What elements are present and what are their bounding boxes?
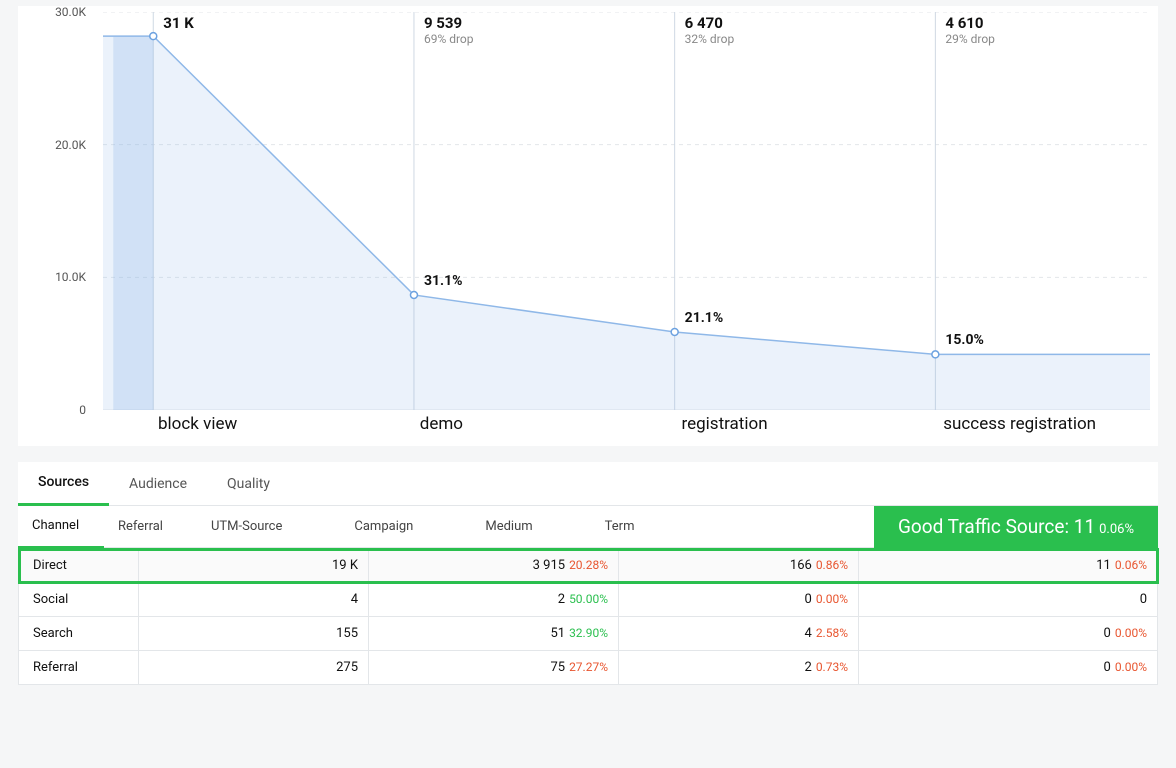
stage-header-sub: 29% drop <box>945 32 995 46</box>
table-cell: 42.58% <box>619 617 859 651</box>
tab-audience[interactable]: Audience <box>109 462 207 506</box>
table-row[interactable]: Direct19 K3 91520.28%1660.86%110.06% <box>19 549 1158 583</box>
col-utm-source[interactable]: UTM-Source <box>197 519 296 534</box>
table-cell: 275 <box>139 651 369 685</box>
table-cell: Referral <box>19 651 139 685</box>
stage-label: block view <box>103 414 365 442</box>
tab-quality[interactable]: Quality <box>207 462 290 506</box>
stage-header: 9 53969% drop <box>424 14 474 46</box>
col-channel[interactable]: Channel <box>18 506 104 548</box>
stage-label: registration <box>627 414 889 442</box>
y-axis: 0 10.0K 20.0K 30.0K <box>18 6 98 446</box>
stage-header-sub: 32% drop <box>685 32 735 46</box>
stage-header-value: 4 610 <box>945 14 995 32</box>
table-cell: 0 <box>859 583 1158 617</box>
sources-tbody: Direct19 K3 91520.28%1660.86%110.06%Soci… <box>19 549 1158 685</box>
funnel-chart-panel: 0 10.0K 20.0K 30.0K block viewdemoregistrat… <box>18 6 1158 446</box>
chart-area: 0 10.0K 20.0K 30.0K block viewdemoregistrat… <box>18 6 1158 446</box>
stage-header-sub: 69% drop <box>424 32 474 46</box>
tab-sources[interactable]: Sources <box>18 462 109 506</box>
good-traffic-banner: Good Traffic Source: 11 0.06% <box>874 506 1158 548</box>
table-cell: 20.73% <box>619 651 859 685</box>
tabs-row: Sources Audience Quality <box>18 462 1158 506</box>
table-row[interactable]: Search1555132.90%42.58%00.00% <box>19 617 1158 651</box>
good-traffic-pct: 0.06% <box>1099 509 1134 551</box>
table-cell: 250.00% <box>369 583 619 617</box>
table-cell: Search <box>19 617 139 651</box>
y-tick: 10.0K <box>55 270 86 284</box>
plot <box>103 12 1150 410</box>
sources-table-panel: Sources Audience Quality Channel Referra… <box>18 462 1158 685</box>
col-term[interactable]: Term <box>591 519 649 534</box>
y-tick: 0 <box>79 403 86 417</box>
table-cell: 3 91520.28% <box>369 549 619 583</box>
table-cell: 4 <box>139 583 369 617</box>
table-cell: 00.00% <box>859 651 1158 685</box>
stage-pct-label: 15.0% <box>945 332 984 348</box>
funnel-svg <box>103 12 1150 410</box>
y-tick: 30.0K <box>55 5 86 19</box>
table-cell: Social <box>19 583 139 617</box>
stage-labels-row: block viewdemoregistrationsuccess regist… <box>103 414 1150 442</box>
stage-label: success registration <box>888 414 1150 442</box>
table-row[interactable]: Social4250.00%00.00%0 <box>19 583 1158 617</box>
table-cell: 5132.90% <box>369 617 619 651</box>
good-traffic-text: Good Traffic Source: 11 <box>898 506 1095 548</box>
table-cell: 19 K <box>139 549 369 583</box>
y-tick: 20.0K <box>55 138 86 152</box>
table-cell: 00.00% <box>859 617 1158 651</box>
stage-header: 4 61029% drop <box>945 14 995 46</box>
table-cell: 1660.86% <box>619 549 859 583</box>
stage-header: 6 47032% drop <box>685 14 735 46</box>
sources-table: Direct19 K3 91520.28%1660.86%110.06%Soci… <box>18 548 1158 685</box>
table-cell: 7527.27% <box>369 651 619 685</box>
col-medium[interactable]: Medium <box>471 519 546 534</box>
table-cell: 110.06% <box>859 549 1158 583</box>
table-cell: 00.00% <box>619 583 859 617</box>
stage-pct-label: 21.1% <box>685 310 724 326</box>
stage-pct-label: 31.1% <box>424 273 463 289</box>
column-headers-row: Channel Referral UTM-Source Campaign Med… <box>18 506 1158 548</box>
stage-header-value: 6 470 <box>685 14 735 32</box>
col-referral[interactable]: Referral <box>104 519 177 534</box>
stage-header-value: 31 K <box>163 14 193 32</box>
stage-header: 31 K <box>163 14 193 32</box>
stage-header-value: 9 539 <box>424 14 474 32</box>
stage-label: demo <box>365 414 627 442</box>
col-campaign[interactable]: Campaign <box>340 519 427 534</box>
table-cell: 155 <box>139 617 369 651</box>
table-row[interactable]: Referral2757527.27%20.73%00.00% <box>19 651 1158 685</box>
table-cell: Direct <box>19 549 139 583</box>
